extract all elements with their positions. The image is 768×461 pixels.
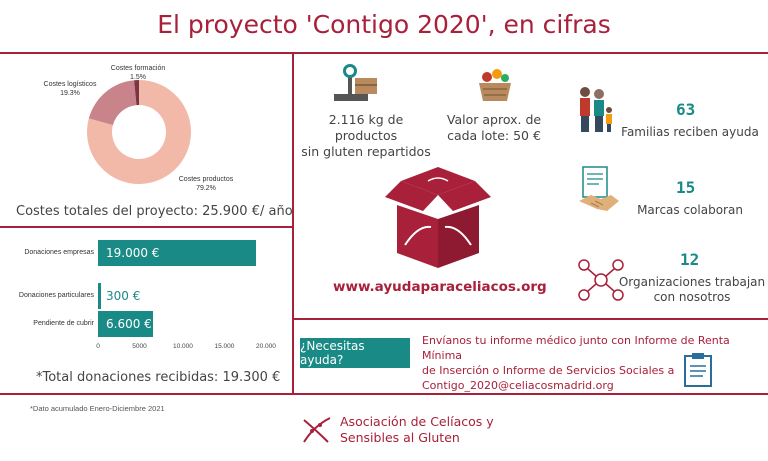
orgs-label: Organizaciones trabajan con nosotros bbox=[618, 275, 766, 304]
footnote: *Dato acumulado Enero-Diciembre 2021 bbox=[30, 404, 165, 413]
bar bbox=[98, 311, 153, 337]
slice-formacion bbox=[134, 80, 139, 106]
left-mid-divider bbox=[0, 226, 292, 228]
slice-label-productos: Costes productos 79.2% bbox=[178, 176, 234, 192]
family-icon bbox=[580, 87, 612, 132]
orgs-number: 12 bbox=[680, 250, 700, 269]
costs-total: Costes totales del proyecto: 25.900 €/ a… bbox=[16, 204, 293, 219]
help-button[interactable]: ¿Necesitas ayuda? bbox=[300, 338, 410, 368]
bar-value-label: 6.600 € bbox=[106, 317, 152, 331]
slice-logisticos bbox=[88, 80, 137, 125]
clipboard-icon bbox=[684, 353, 712, 387]
bottom-divider bbox=[0, 393, 768, 395]
handshake-icon bbox=[579, 166, 619, 211]
slice-productos bbox=[87, 80, 191, 184]
families-number: 63 bbox=[676, 100, 696, 119]
brands-number: 15 bbox=[676, 178, 696, 197]
wheat-logo-icon bbox=[303, 417, 331, 443]
lote-stat: Valor aprox. de cada lote: 50 € bbox=[446, 112, 542, 143]
kg-stat: 2.116 kg de productos sin gluten repartid… bbox=[301, 112, 431, 159]
top-divider bbox=[0, 52, 768, 54]
bar bbox=[98, 240, 256, 266]
slice-label-formacion: Costes formación 1.5% bbox=[110, 65, 166, 81]
box-logo-icon bbox=[385, 167, 491, 268]
help-text: Envíanos tu informe médico junto con Inf… bbox=[422, 334, 730, 392]
x-tick-10000: 10.000 bbox=[173, 343, 193, 350]
page-title: El proyecto 'Contigo 2020', en cifras bbox=[157, 10, 611, 39]
bar-value-label: 300 € bbox=[106, 289, 141, 303]
bar bbox=[98, 283, 101, 309]
x-tick-20000: 20.000 bbox=[256, 343, 276, 350]
network-icon bbox=[578, 259, 624, 301]
x-tick-5000: 5000 bbox=[132, 343, 147, 350]
x-tick-0: 0 bbox=[96, 343, 100, 350]
families-label: Familias reciben ayuda bbox=[621, 125, 759, 139]
costs-donut-chart bbox=[87, 80, 191, 184]
bar-category-label: Donaciones empresas bbox=[24, 249, 94, 256]
right-mid-divider bbox=[292, 318, 768, 320]
bar-category-label: Pendiente de cubrir bbox=[33, 320, 94, 327]
bar-value-label: 19.000 € bbox=[106, 246, 160, 260]
scale-icon bbox=[334, 64, 377, 101]
website-link[interactable]: www.ayudaparaceliacos.org bbox=[333, 279, 547, 295]
bar-category-label: Donaciones particulares bbox=[18, 292, 94, 299]
center-divider bbox=[292, 52, 294, 394]
basket-icon bbox=[479, 69, 511, 101]
x-tick-15000: 15.000 bbox=[214, 343, 235, 350]
association-name: Asociación de Celíacos y Sensibles al Glu… bbox=[340, 414, 494, 445]
slice-label-logisticos: Costes logísticos 19.3% bbox=[43, 81, 97, 97]
brands-label: Marcas colaboran bbox=[637, 203, 743, 217]
donations-total: *Total donaciones recibidas: 19.300 € bbox=[36, 370, 281, 385]
